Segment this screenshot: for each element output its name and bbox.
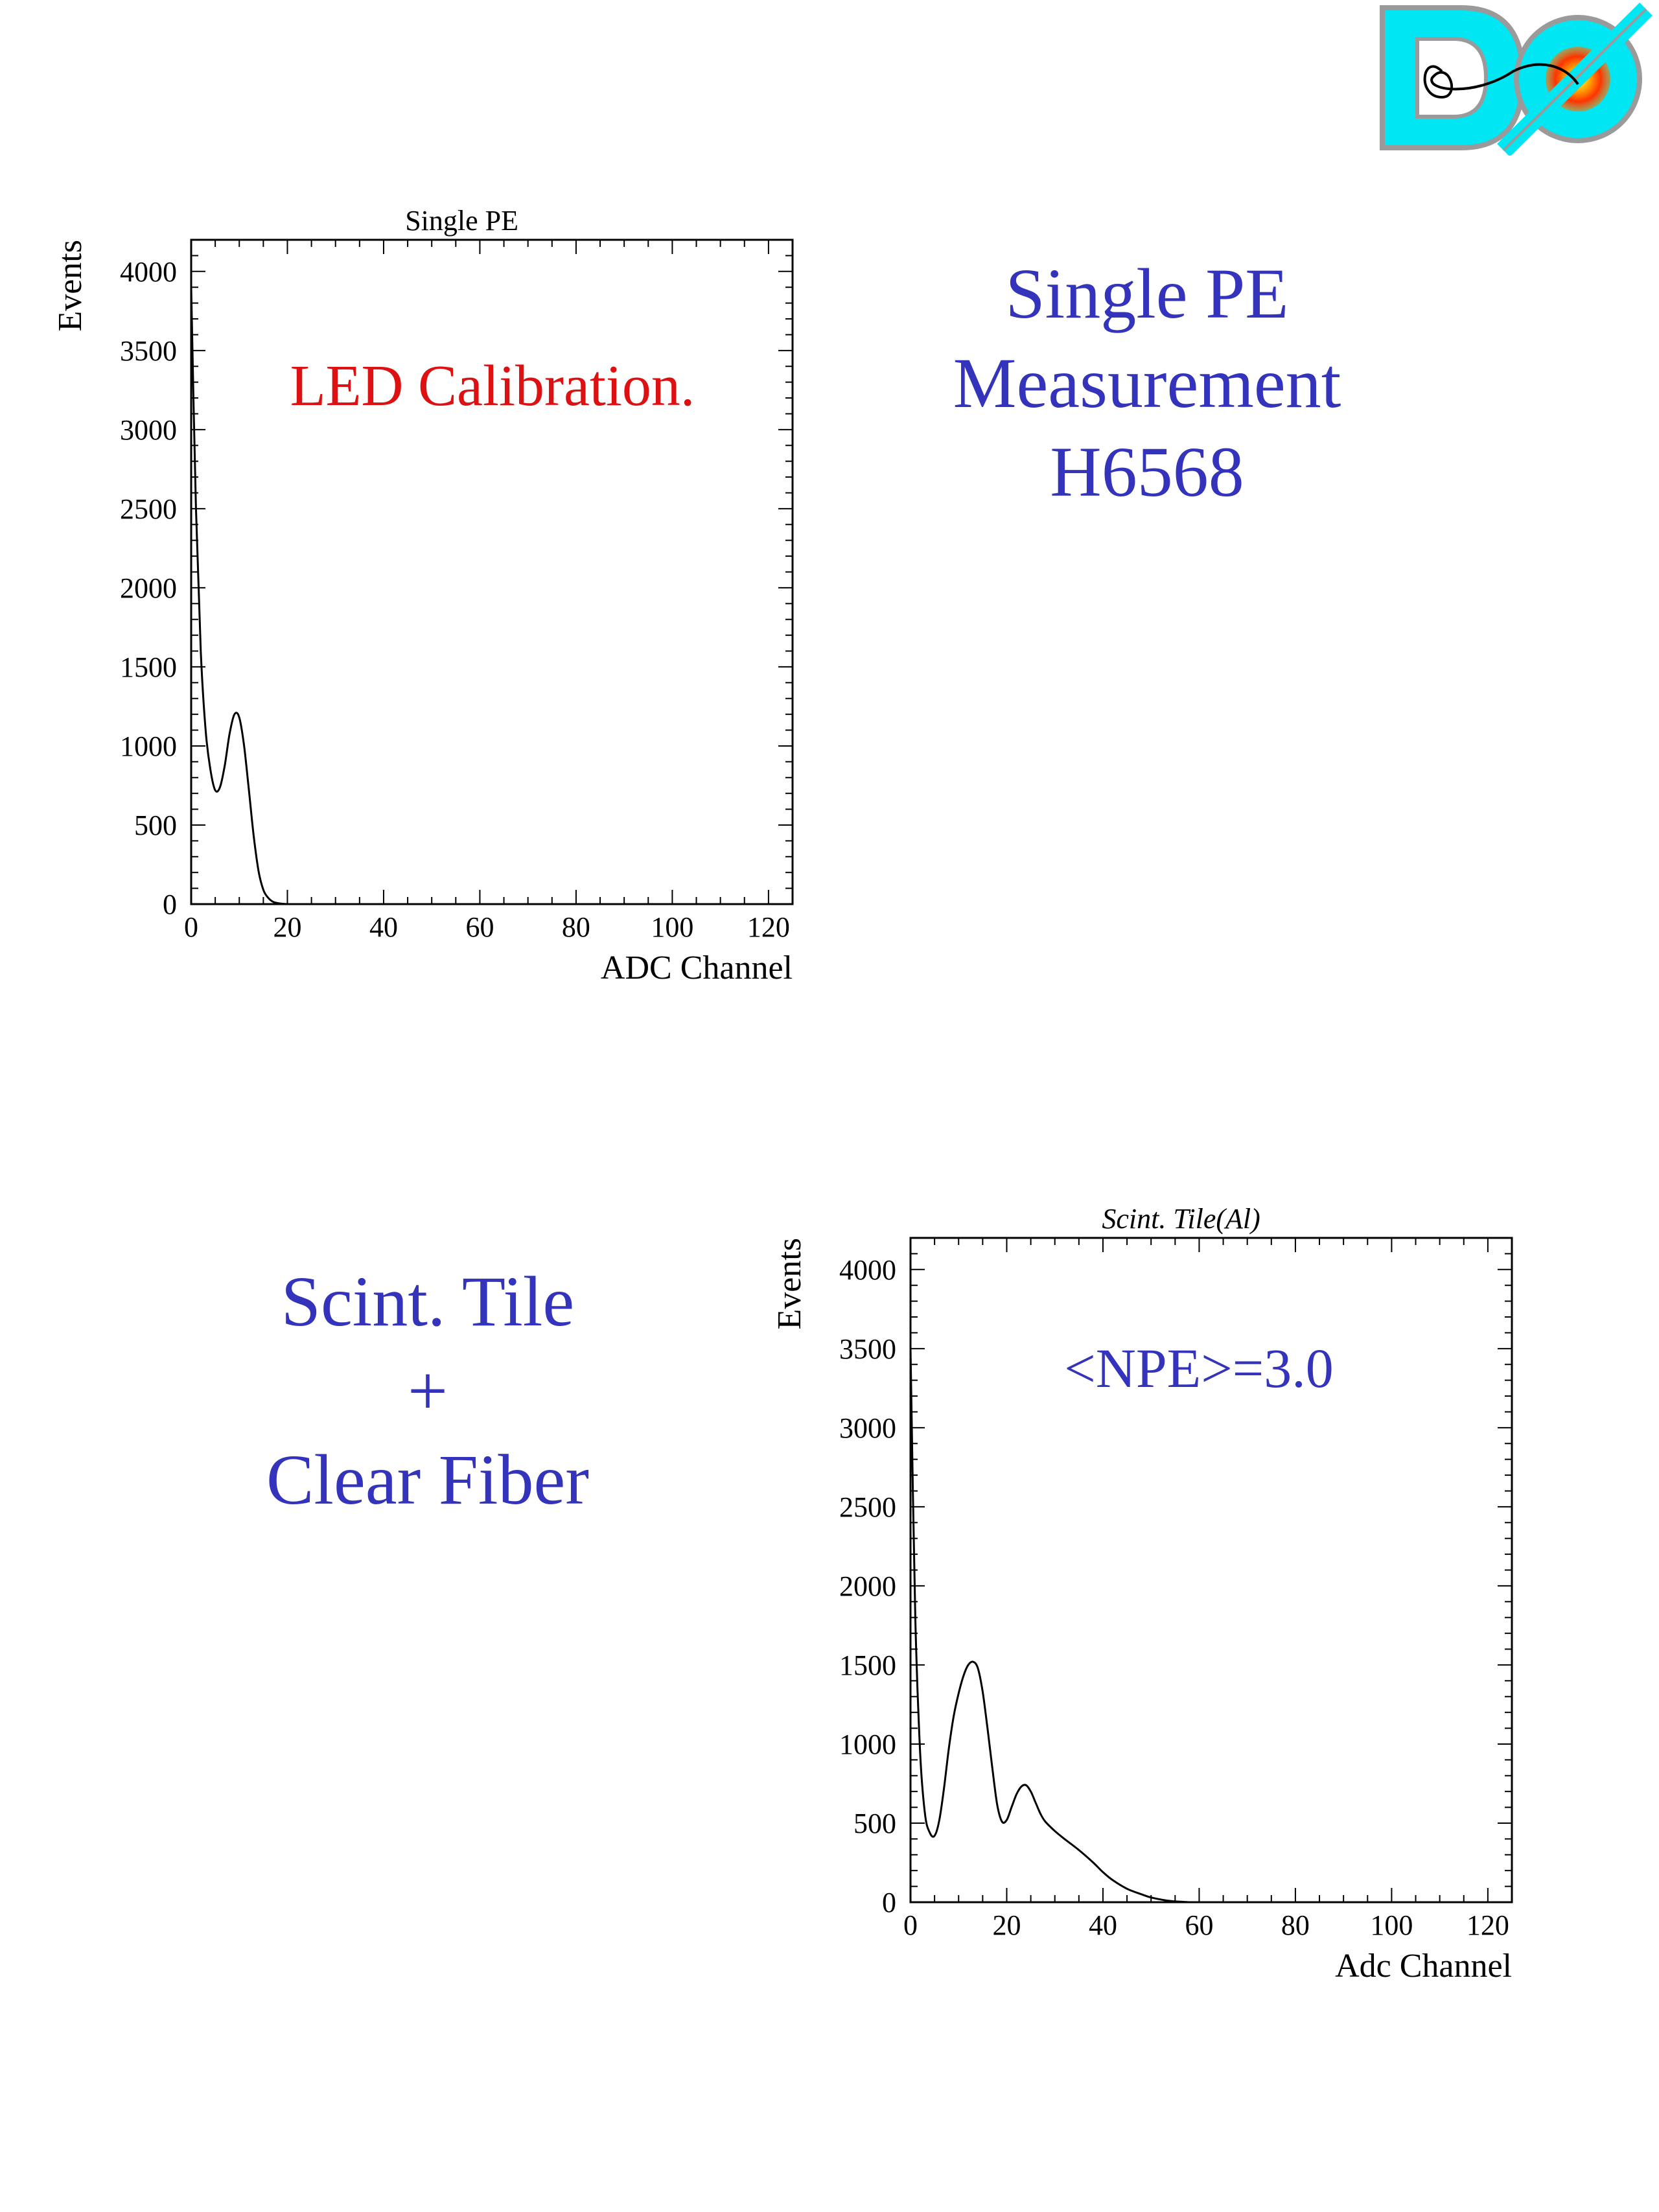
chart-1-ytick-label: 4000 — [120, 256, 177, 288]
chart-2-annotation: <NPE>=3.0 — [1064, 1337, 1333, 1399]
chart-1-ytick-label: 0 — [163, 889, 177, 920]
chart-2-ytick-label: 0 — [882, 1887, 896, 1918]
chart-1-series-line — [190, 287, 312, 905]
setup-line-1: Scint. Tile — [281, 1262, 575, 1341]
chart-1-annotation: LED Calibration. — [290, 354, 695, 418]
measurement-line-3: H6568 — [1050, 432, 1244, 511]
chart-1-xtick-label: 60 — [465, 911, 494, 943]
chart-1-ylabel: Events — [52, 240, 89, 332]
chart-2-xtick-label: 80 — [1281, 1909, 1310, 1941]
setup-line-3: Clear Fiber — [266, 1440, 589, 1519]
setup-description: Scint. Tile + Clear Fiber — [168, 1257, 687, 1525]
measurement-line-2: Measurement — [953, 343, 1341, 423]
chart-2-ytick-label: 3500 — [839, 1333, 896, 1365]
chart-1-frame — [190, 239, 794, 905]
chart-1-xtick-label: 80 — [562, 911, 590, 943]
chart-2-title: Scint. Tile(Al) — [1102, 1203, 1260, 1235]
setup-line-2: + — [407, 1351, 448, 1430]
chart-2-ytick-label: 1000 — [839, 1729, 896, 1760]
chart-1-ytick-label: 1500 — [120, 651, 177, 683]
chart-1-xlabel: ADC Channel — [601, 949, 793, 986]
chart-1-xtick-label: 100 — [651, 911, 693, 943]
chart-1-xtick-label: 40 — [369, 911, 398, 943]
chart-2-xtick-label: 120 — [1467, 1909, 1509, 1941]
chart-2-xtick-label: 0 — [903, 1909, 918, 1941]
chart-2-ytick-label: 2500 — [839, 1491, 896, 1523]
chart-2-xtick-label: 40 — [1089, 1909, 1117, 1941]
chart-2-ytick-label: 3000 — [839, 1412, 896, 1444]
chart-1-xtick-label: 120 — [747, 911, 790, 943]
chart-1-xtick-label: 20 — [273, 911, 301, 943]
dzero-logo: DØ — [1380, 3, 1653, 156]
measurement-line-1: Single PE — [1005, 254, 1289, 333]
chart-1-ytick-label: 3500 — [120, 335, 177, 367]
chart-2-ylabel: Events — [771, 1238, 808, 1330]
chart-1-ytick-label: 3000 — [120, 414, 177, 446]
chart-1-xtick-label: 0 — [184, 911, 198, 943]
chart-single-pe: 0 20 40 60 80 100 120 0 500 1000 1500 2000 2500 3000 3… — [52, 205, 794, 986]
measurement-description: Single PE Measurement H6568 — [888, 250, 1406, 517]
chart-2-ytick-label: 1500 — [839, 1649, 896, 1681]
chart-2-ytick-label: 2000 — [839, 1570, 896, 1602]
chart-2-xlabel: Adc Channel — [1335, 1948, 1512, 1985]
chart-2-xtick-label: 20 — [992, 1909, 1021, 1941]
chart-2-series-line — [909, 1348, 1190, 1903]
chart-1-ytick-label: 2000 — [120, 572, 177, 604]
chart-1-ytick-label: 1000 — [120, 730, 177, 762]
chart-1-ytick-label: 500 — [134, 809, 177, 841]
chart-2-ytick-label: 4000 — [839, 1254, 896, 1286]
chart-1-ytick-label: 2500 — [120, 493, 177, 525]
chart-2-xtick-label: 100 — [1370, 1909, 1413, 1941]
chart-scint-tile: 0 20 40 60 80 100 120 0 500 1000 1500 2000 2500 3000 3… — [771, 1203, 1513, 1985]
logo-signature-icon — [1423, 63, 1579, 99]
chart-2-xtick-label: 60 — [1185, 1909, 1213, 1941]
chart-1-title: Single PE — [405, 205, 518, 237]
chart-2-ytick-label: 500 — [853, 1808, 896, 1839]
